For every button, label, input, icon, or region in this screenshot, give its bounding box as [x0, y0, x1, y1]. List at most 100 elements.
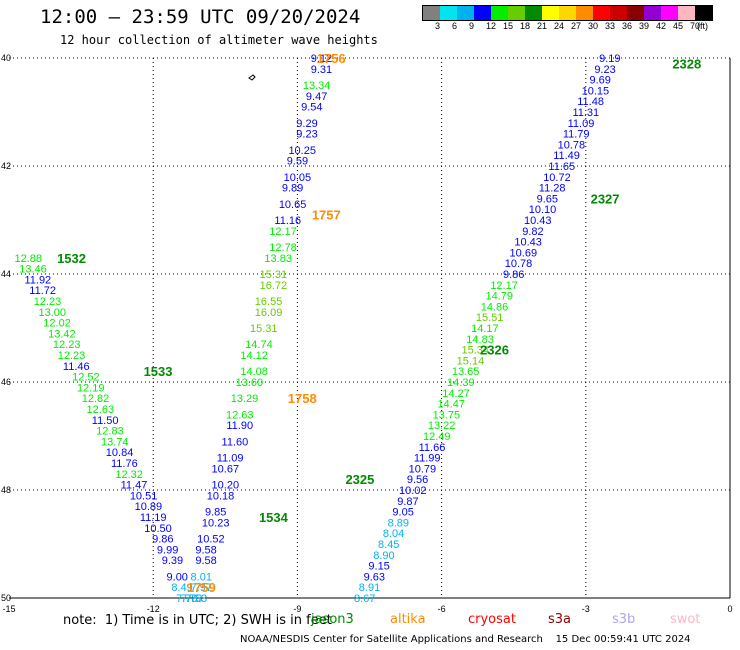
- pass-time-label: 2326: [480, 343, 509, 358]
- wave-height-value: 9.05: [392, 507, 413, 519]
- wave-height-value: 15.14: [457, 355, 485, 367]
- colorbar-tick-label: 9: [469, 21, 475, 31]
- colorbar-tick-label: 45: [673, 21, 684, 31]
- colorbar-tick-label: 6: [452, 21, 458, 31]
- wave-height-value: 10.43: [524, 215, 552, 227]
- wave-height-value: 14.83: [466, 334, 494, 346]
- wave-height-value: 10.84: [106, 447, 134, 459]
- wave-height-value: 8.67: [354, 593, 375, 605]
- colorbar-swatch: [644, 6, 661, 20]
- wave-height-value: 10.43: [514, 237, 542, 249]
- wave-height-value: 9.89: [282, 183, 303, 195]
- wave-height-value: 8.89: [388, 517, 409, 529]
- wave-height-value: 14.12: [240, 350, 268, 362]
- wave-height-value: 12.19: [77, 382, 105, 394]
- pass-time-label: 1757: [312, 208, 341, 223]
- wave-height-value: 8.45: [378, 539, 399, 551]
- wave-height-value: 11.19: [140, 512, 167, 524]
- wave-height-value: 12.88: [14, 253, 42, 265]
- colorbar: [422, 5, 713, 21]
- wave-height-value: 10.69: [510, 247, 538, 259]
- wave-height-value: 12.52: [72, 372, 100, 384]
- colorbar-tick-label: 36: [622, 21, 633, 31]
- wave-height-value: 12.49: [423, 431, 451, 443]
- wave-height-value: 11.49: [553, 150, 580, 162]
- wave-height-value: 10.78: [505, 258, 533, 270]
- legend-item-altika: altika: [390, 612, 426, 627]
- track-jason3-east: 9.199.239.6910.1511.4811.3111.0911.7910.…: [354, 53, 621, 605]
- wave-height-value: 13.42: [48, 328, 76, 340]
- wave-height-value: 14.08: [240, 366, 268, 378]
- wave-height-value: 12.23: [53, 339, 81, 351]
- wave-height-value: 9.86: [152, 534, 173, 546]
- colorbar-tick-label: 70: [690, 21, 701, 31]
- small-island-outline: [248, 74, 256, 81]
- wave-height-value: 14.86: [481, 301, 509, 313]
- wave-height-value: 11.90: [226, 420, 253, 432]
- wave-height-value: 10.72: [543, 172, 571, 184]
- wave-height-value: 9.87: [397, 496, 418, 508]
- wave-height-value: 14.47: [437, 399, 465, 411]
- wave-height-value: 9.82: [522, 226, 543, 238]
- wave-height-value: 10.65: [279, 199, 307, 211]
- wave-height-value: 14.17: [471, 323, 499, 335]
- wave-height-value: 11.31: [572, 107, 599, 119]
- pass-time-label: 1534: [259, 510, 289, 525]
- wave-height-value: 15.34: [461, 345, 489, 357]
- wave-height-value: 9.12: [311, 53, 332, 65]
- wave-height-value: 13.00: [38, 307, 66, 319]
- colorbar-tick-label: 39: [639, 21, 650, 31]
- colorbar-tick-label: 21: [537, 21, 548, 31]
- wave-height-value: 10.79: [409, 463, 437, 475]
- colorbar-swatch: [525, 6, 542, 20]
- wave-height-value: 14.74: [245, 339, 273, 351]
- wave-height-value: 12.23: [58, 350, 86, 362]
- wave-height-value: 9.15: [368, 561, 389, 573]
- wave-height-value: 7.73: [181, 593, 202, 605]
- wave-height-value: 13.74: [101, 436, 129, 448]
- wave-height-value: 13.65: [452, 366, 480, 378]
- colorbar-swatch: [610, 6, 627, 20]
- colorbar-tick-label: 33: [605, 21, 616, 31]
- wave-height-value: 13.34: [303, 80, 331, 92]
- track-jason3-west: 12.8813.4611.9211.7212.2313.0012.0213.42…: [14, 253, 197, 605]
- wave-height-value: 10.05: [284, 172, 312, 184]
- wave-height-value: 9.59: [287, 156, 308, 168]
- wave-height-value: 13.83: [264, 253, 292, 265]
- wave-height-value: 16.72: [260, 280, 288, 292]
- colorbar-tick-label: 3: [435, 21, 441, 31]
- wave-height-value: 15.31: [260, 269, 288, 281]
- colorbar-swatch: [678, 6, 695, 20]
- wave-height-value: 9.69: [590, 75, 611, 87]
- wave-height-value: 11.72: [29, 285, 56, 297]
- wave-height-value: 10.52: [197, 534, 225, 546]
- wave-height-value: 11.46: [63, 361, 90, 373]
- wave-height-value: 9.56: [407, 474, 428, 486]
- latitude-tick-label: 50: [1, 593, 11, 603]
- pass-time-label: 1533: [144, 364, 173, 379]
- wave-height-value: 10.89: [135, 501, 163, 513]
- latitude-tick-label: 42: [1, 161, 11, 171]
- wave-height-value: 7.78: [176, 593, 197, 605]
- wave-height-value: 11.28: [539, 183, 566, 195]
- wave-height-value: 9.47: [306, 91, 327, 103]
- latitude-tick-label: 40: [1, 53, 11, 63]
- colorbar-swatch: [491, 6, 508, 20]
- track-jason3: 9.129.31 13.349.479.54 9.299.23 10.259.59 10…: [181, 53, 332, 605]
- wave-height-value: 13.46: [19, 264, 47, 276]
- wave-height-value: 16.09: [255, 307, 283, 319]
- wave-height-value: 8.01: [191, 571, 212, 583]
- wave-height-value: 13.60: [236, 377, 264, 389]
- pass-time-label: 2325: [345, 472, 374, 487]
- colorbar-swatch: [423, 6, 440, 20]
- wave-height-value: 10.51: [130, 490, 158, 502]
- map-title: 12:00 – 23:59 UTC 09/20/2024: [40, 6, 361, 28]
- latitude-tick-label: 48: [1, 485, 11, 495]
- wave-height-value: 8.91: [359, 582, 380, 594]
- wave-height-value: 9.85: [205, 507, 226, 519]
- colorbar-swatch: [627, 6, 644, 20]
- wave-height-value: 12.83: [96, 426, 124, 438]
- wave-height-value: 11.92: [24, 274, 51, 286]
- pass-time-label: 2327: [591, 191, 620, 206]
- wave-height-value: 10.10: [529, 204, 557, 216]
